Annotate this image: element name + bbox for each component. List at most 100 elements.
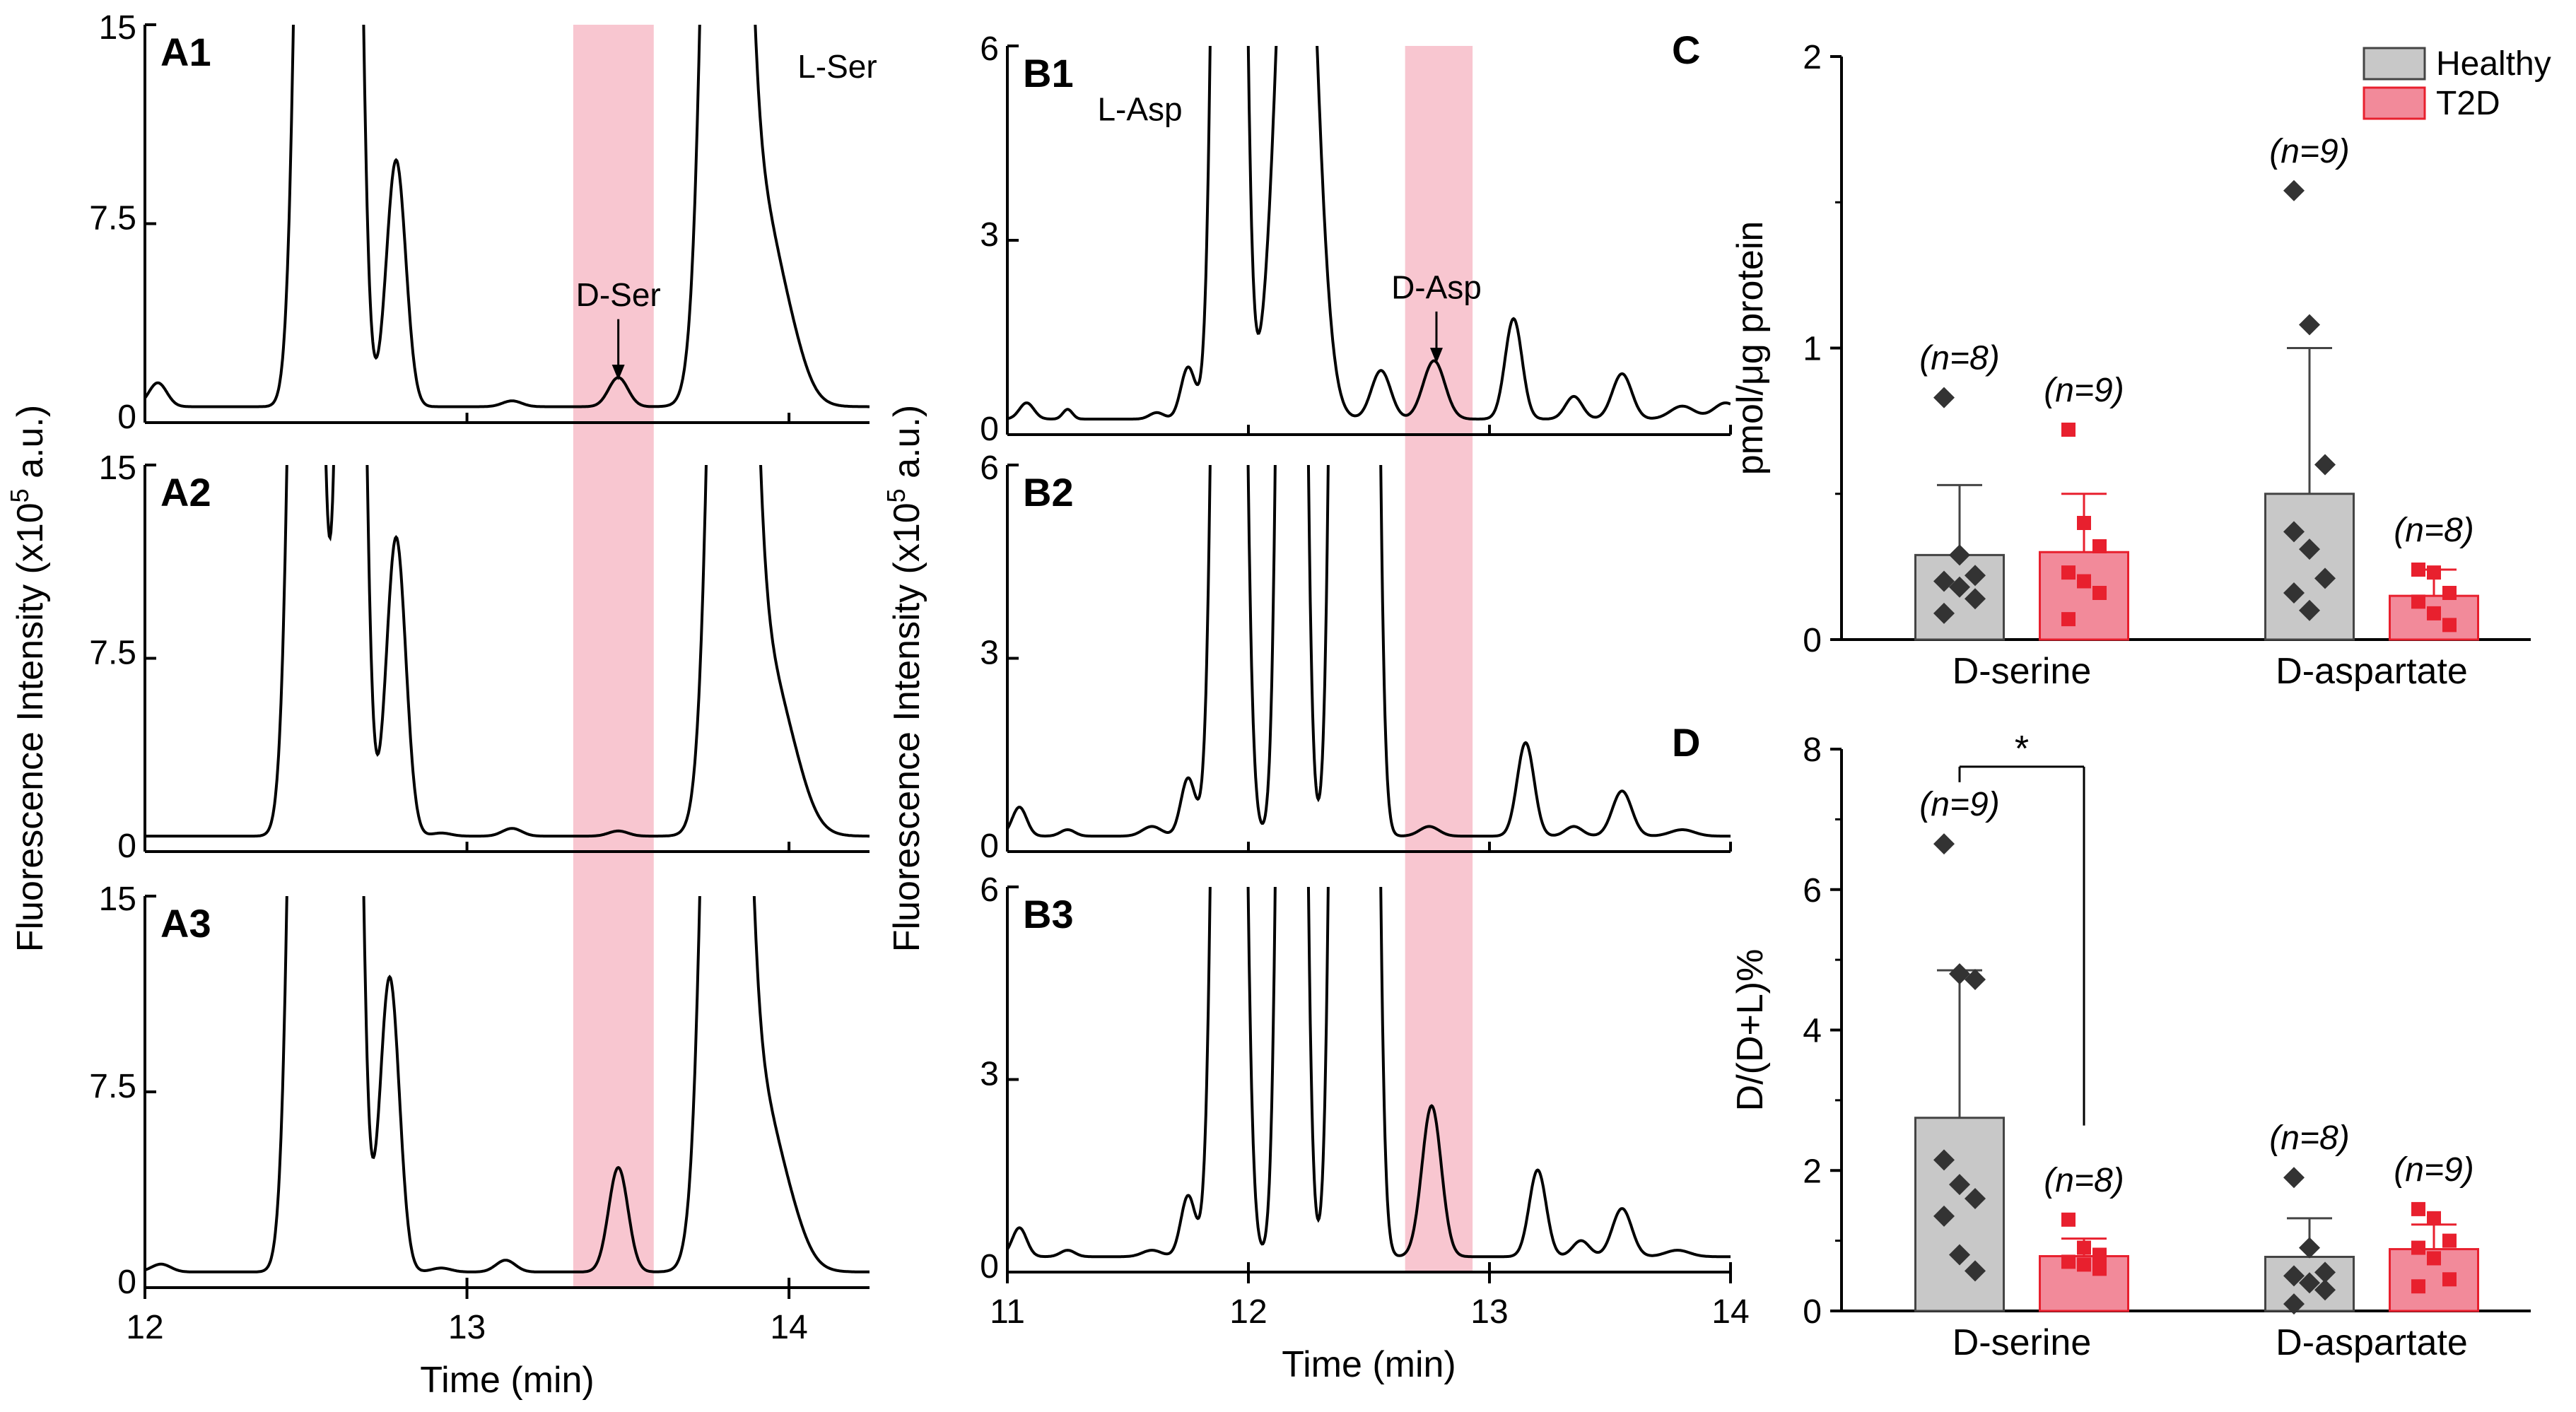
legend-label-healthy: Healthy bbox=[2436, 45, 2551, 83]
data-point-healthy bbox=[2283, 521, 2305, 543]
trace-line-B3 bbox=[1007, 887, 1731, 1259]
trace-line-A2 bbox=[145, 465, 870, 838]
y-label-main: Fluorescence Intensity (x10 bbox=[10, 502, 51, 952]
panel-A2: 0 7.5 15 A2 bbox=[89, 449, 870, 865]
y-tick-label: 2 bbox=[1803, 1153, 1822, 1190]
x-axis-label: Time (min) bbox=[420, 1360, 595, 1401]
y-label-tail: a.u.) bbox=[886, 405, 927, 489]
y-tick-label: 0 bbox=[980, 1248, 999, 1285]
data-point-healthy bbox=[2314, 454, 2336, 476]
n-label: (n=9) bbox=[2394, 1151, 2473, 1189]
panel-label: B3 bbox=[1023, 892, 1074, 936]
x-tick-label: 12 bbox=[126, 1309, 163, 1346]
data-point-healthy bbox=[2314, 567, 2336, 589]
y-tick-label: 7.5 bbox=[89, 635, 136, 672]
data-point-healthy bbox=[2283, 1293, 2305, 1315]
legend-swatch-healthy bbox=[2363, 47, 2426, 81]
bar-healthy bbox=[1914, 1117, 2005, 1312]
y-tick-label: 15 bbox=[99, 449, 136, 487]
trace-line-A1 bbox=[145, 25, 870, 408]
x-tick-label: 13 bbox=[448, 1309, 486, 1346]
data-point-t2d bbox=[2411, 563, 2425, 577]
y-label-main: Fluorescence Intensity (x10 bbox=[886, 502, 927, 952]
data-point-t2d bbox=[2077, 1240, 2091, 1255]
bar-t2d bbox=[2039, 551, 2129, 641]
y-tick-label: 0 bbox=[117, 399, 136, 436]
data-point-healthy bbox=[1933, 833, 1955, 855]
data-point-t2d bbox=[2411, 1201, 2425, 1216]
data-point-healthy bbox=[1949, 1174, 1970, 1196]
panel-label: C bbox=[1672, 28, 1700, 72]
panel-A3: 0 7.5 15 A3 bbox=[89, 881, 870, 1301]
n-label: (n=9) bbox=[1919, 786, 1999, 823]
panel-label: A2 bbox=[160, 470, 211, 514]
data-point-t2d bbox=[2061, 1212, 2076, 1227]
data-point-t2d bbox=[2442, 618, 2457, 633]
data-point-healthy bbox=[2314, 1279, 2336, 1301]
data-point-t2d bbox=[2442, 1233, 2457, 1248]
data-point-t2d bbox=[2092, 1247, 2107, 1262]
category-label: D-aspartate bbox=[2276, 651, 2468, 692]
legend-label-t2d: T2D bbox=[2436, 85, 2500, 122]
peak-annotation: L-Ser bbox=[797, 48, 877, 85]
y-label-sup: 5 bbox=[882, 488, 911, 502]
trace-line-B1 bbox=[1007, 46, 1731, 420]
x-tick-label: 14 bbox=[770, 1309, 807, 1346]
y-tick-label: 6 bbox=[1803, 872, 1822, 910]
panel-B1: 0 3 6 B1 L-Asp D-Asp bbox=[980, 30, 1732, 448]
n-label: (n=8) bbox=[2044, 1162, 2124, 1199]
y-axis-label: pmol/μg protein bbox=[1730, 221, 1771, 475]
data-point-healthy bbox=[1965, 565, 1986, 587]
y-tick-label: 6 bbox=[980, 30, 999, 68]
y-tick-label: 6 bbox=[980, 871, 999, 909]
y-axis-label: Fluorescence Intensity (x105 a.u.) bbox=[882, 405, 927, 952]
highlight-band bbox=[1405, 46, 1473, 1272]
y-tick-label: 0 bbox=[117, 828, 136, 865]
x-tick-label: 12 bbox=[1229, 1293, 1267, 1331]
chromatogram-stack-A: 0 7.5 15 A1 L-Ser D-Ser 0 7.5 15 A2 0 7.5 15 A3 12 13 14… bbox=[89, 9, 877, 1401]
x-tick-label: 14 bbox=[1711, 1293, 1749, 1331]
y-tick-label: 0 bbox=[1803, 1293, 1822, 1331]
y-tick-label: 4 bbox=[1803, 1013, 1822, 1050]
data-point-t2d bbox=[2411, 1279, 2425, 1294]
highlight-band bbox=[573, 25, 654, 1288]
data-point-t2d bbox=[2061, 612, 2076, 627]
y-tick-label: 15 bbox=[99, 881, 136, 918]
data-point-t2d bbox=[2411, 1240, 2425, 1255]
y-tick-label: 3 bbox=[980, 635, 999, 672]
n-label: (n=8) bbox=[1919, 340, 1999, 377]
data-point-healthy bbox=[2283, 1167, 2305, 1189]
y-tick-label: 3 bbox=[980, 1056, 999, 1093]
data-point-healthy bbox=[2283, 1265, 2305, 1287]
data-point-t2d bbox=[2092, 539, 2107, 553]
data-point-healthy bbox=[2299, 1272, 2320, 1294]
data-point-t2d bbox=[2427, 1251, 2441, 1266]
data-point-healthy bbox=[1933, 387, 1955, 408]
data-point-t2d bbox=[2077, 1257, 2091, 1272]
y-tick-label: 3 bbox=[980, 216, 999, 254]
y-axis-label: D/(D+L)% bbox=[1730, 949, 1771, 1112]
y-axis-label: Fluorescence Intensity (x105 a.u.) bbox=[5, 405, 51, 952]
y-tick-label: 15 bbox=[99, 9, 136, 47]
y-tick-label: 0 bbox=[117, 1264, 136, 1301]
data-point-healthy bbox=[1933, 570, 1955, 592]
x-axis-label: Time (min) bbox=[1282, 1344, 1456, 1385]
data-point-healthy bbox=[1933, 1205, 1955, 1227]
data-point-healthy bbox=[1949, 1244, 1970, 1266]
data-point-t2d bbox=[2427, 606, 2441, 620]
data-point-healthy bbox=[1965, 1188, 1986, 1209]
data-point-healthy bbox=[2299, 1237, 2320, 1259]
annotation-arrow-head bbox=[1429, 348, 1443, 364]
data-point-t2d bbox=[2061, 565, 2076, 580]
peak-annotation: D-Asp bbox=[1391, 269, 1482, 306]
data-point-healthy bbox=[2299, 599, 2320, 621]
significance-star: * bbox=[2015, 729, 2029, 770]
data-point-healthy bbox=[2299, 314, 2320, 336]
data-point-healthy bbox=[2283, 582, 2305, 604]
panel-label: D bbox=[1672, 720, 1700, 765]
data-point-healthy bbox=[1965, 1260, 1986, 1282]
panel-label: B2 bbox=[1023, 470, 1074, 514]
data-point-healthy bbox=[2283, 180, 2305, 201]
